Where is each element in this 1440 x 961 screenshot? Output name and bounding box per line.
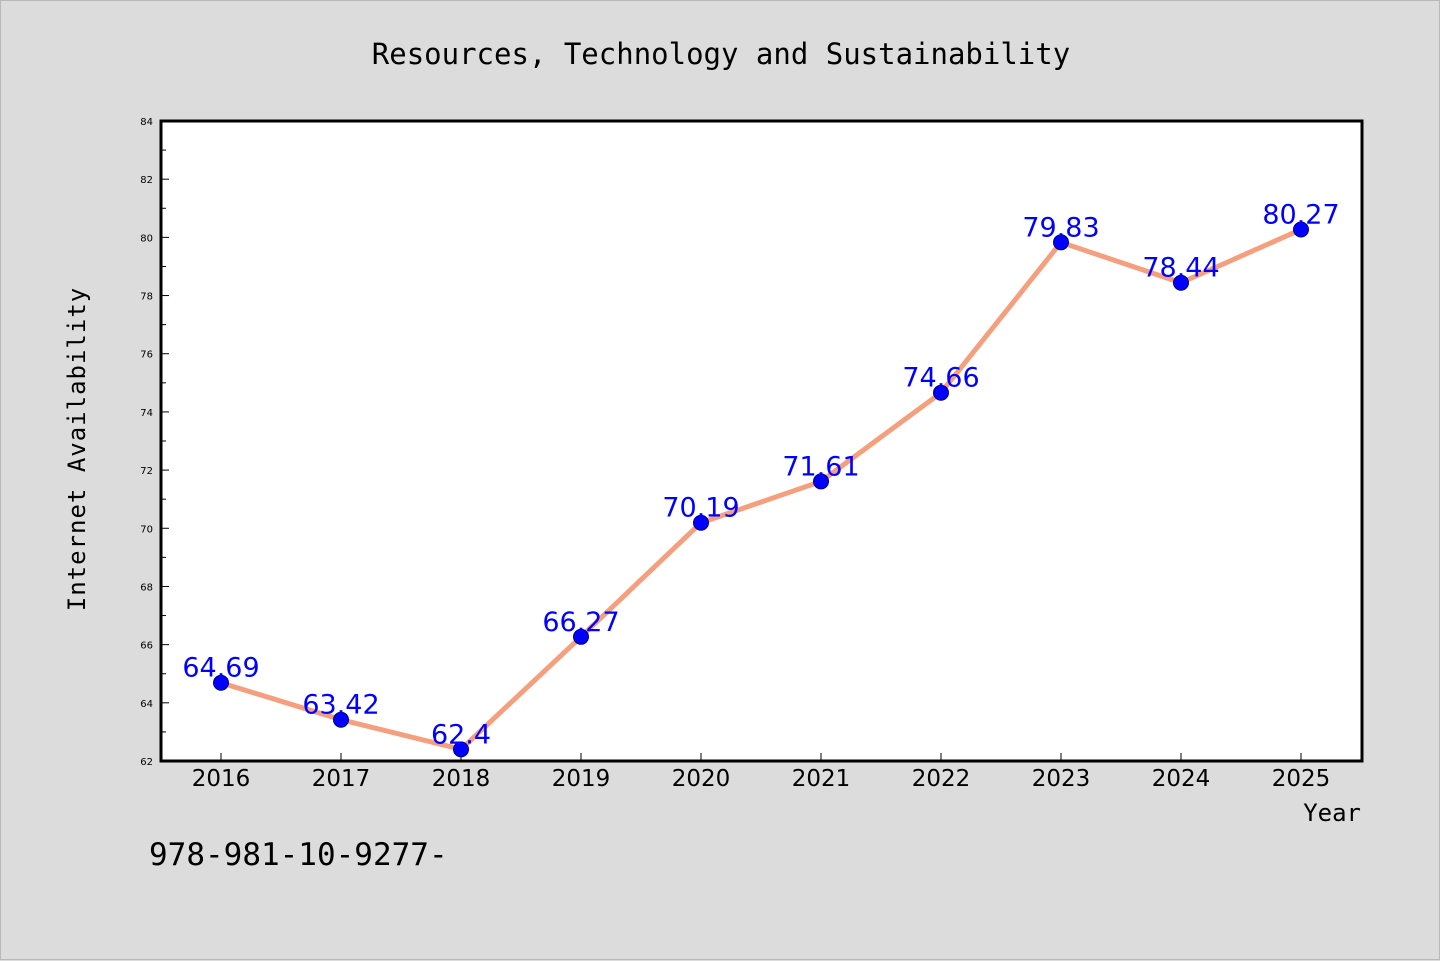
y-axis-label: Internet Availability [63, 287, 91, 611]
data-label: 78.44 [1142, 253, 1219, 284]
x-tick-label: 2019 [552, 766, 611, 792]
data-label: 66.27 [542, 607, 619, 638]
x-tick-label: 2022 [912, 766, 971, 792]
x-axis-label: Year [1303, 799, 1361, 827]
footer-isbn-text: 978-981-10-9277- [149, 837, 448, 873]
y-tick-label: 74 [140, 408, 153, 419]
data-label: 70.19 [662, 493, 739, 524]
y-tick-label: 66 [140, 641, 153, 652]
data-point [573, 628, 589, 645]
chart-title: Resources, Technology and Sustainability [372, 37, 1070, 71]
y-tick-label: 68 [140, 582, 153, 593]
x-tick-label: 2023 [1032, 766, 1091, 792]
data-point [693, 514, 709, 531]
data-point [933, 384, 949, 401]
y-tick-label: 64 [140, 699, 153, 710]
plot-frame [159, 119, 1364, 763]
data-label: 64.69 [182, 653, 259, 684]
data-point [333, 711, 349, 728]
data-point [1053, 234, 1069, 251]
data-point [1173, 274, 1189, 291]
data-label: 74.66 [902, 363, 979, 394]
y-tick-label: 80 [140, 233, 153, 244]
data-point [813, 473, 829, 490]
data-point [1293, 221, 1309, 238]
y-tick-label: 72 [140, 466, 153, 477]
x-tick-label: 2018 [432, 766, 491, 792]
y-tick-label: 62 [140, 757, 153, 768]
plot-area [161, 121, 1362, 761]
data-label: 80.27 [1262, 200, 1339, 231]
data-label: 62.4 [431, 719, 491, 750]
data-label: 79.83 [1022, 212, 1099, 243]
y-tick-label: 84 [140, 117, 153, 128]
y-tick-label: 82 [140, 175, 153, 186]
data-label: 71.61 [782, 451, 859, 482]
x-tick-label: 2020 [672, 766, 731, 792]
axis-ticks: 62 64 66 68 70 72 74 76 78 80 82 84 2016 2017 2018 2019… [140, 117, 1330, 792]
x-tick-label: 2024 [1152, 766, 1211, 792]
x-tick-label: 2017 [312, 766, 371, 792]
x-tick-label: 2021 [792, 766, 851, 792]
series-line [218, 227, 1304, 752]
y-tick-label: 76 [140, 350, 153, 361]
x-tick-label: 2025 [1272, 766, 1331, 792]
data-point [453, 741, 469, 758]
x-tick-label: 2016 [192, 766, 251, 792]
data-label: 63.42 [302, 690, 379, 721]
y-tick-label: 70 [140, 524, 153, 535]
data-point [213, 674, 229, 691]
series-layer: 64.69 63.42 62.4 66.27 70.19 71.61 74.66 79.83 7… [182, 200, 1340, 758]
y-tick-label: 78 [140, 292, 153, 303]
